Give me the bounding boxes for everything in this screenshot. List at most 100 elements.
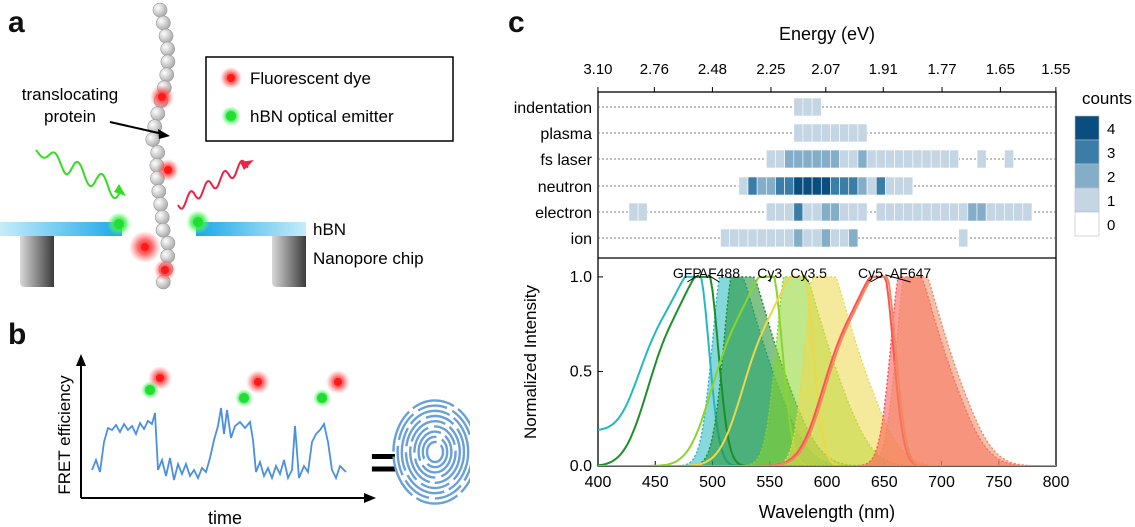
heatmap-cell [830,202,840,222]
heatmap-cell [949,149,959,169]
panel-c-chart: Energy (eV) 3.10 2.76 2.48 2.25 2.07 1.91 1.77 1… [514,24,1132,522]
heatmap-cell [820,202,831,222]
protein-bead [151,184,167,199]
protein-label-line2: protein [44,107,96,126]
heatmap-cell [720,228,730,248]
heatmap-cell [839,123,850,143]
protein-bead [152,2,168,18]
colorbar-swatch [1074,187,1100,213]
heatmap-cell [747,176,758,196]
heatmap-cell [811,176,822,196]
heatmap-cell [802,149,813,169]
wavelength-tick-label: 550 [756,474,783,491]
heatmap-cell [820,176,831,196]
heatmap-cell [811,123,822,143]
heatmap-cell [811,149,822,169]
heatmap-cell [793,228,804,248]
spectra-plot [598,275,1056,466]
heatmap-cell [885,176,895,196]
heatmap-cell [967,202,978,222]
heatmap-cell [894,202,905,222]
colorbar-tick: 3 [1107,145,1115,162]
protein-bead [160,54,176,70]
heatmap-cell [793,97,804,117]
nanopore-chip-right [272,235,306,287]
protein-bead [145,132,161,147]
energy-tick-label: 2.76 [640,61,669,78]
energy-tick-label: 1.77 [927,61,956,78]
heatmap-cell [793,149,804,169]
heatmap-cell [894,149,905,169]
nanopore-chip-left [20,235,54,287]
heatmap-cell [802,176,813,196]
heatmap-cell [839,202,850,222]
heatmap-cell [1004,149,1014,169]
hbn-membrane-right [196,222,306,236]
heatmap-cell [857,202,868,222]
emission-spectrum [598,276,1056,466]
energy-tick-label: 2.07 [811,61,840,78]
heatmap-cell [875,202,886,222]
heatmap-row-label: ion [571,231,592,248]
heatmap-cell [766,149,776,169]
heatmap-cell [930,149,941,169]
protein-label-line1: translocating [22,85,118,104]
heatmap-row-label: fs laser [540,152,592,169]
heatmap-cell [940,202,950,222]
protein-bead [159,67,175,83]
equals-sign: = [370,436,397,488]
heatmap-cell [903,202,914,222]
heatmap-cell [875,149,886,169]
panel-a-schematic: translocating protein hBN Nanopore chip … [0,2,454,290]
wavelength-axis-label: Wavelength (nm) [759,502,895,522]
energy-tick-label: 2.48 [698,61,727,78]
colorbar-title: counts [1082,89,1132,108]
heatmap-cell [756,228,767,248]
heatmap-cell [830,228,840,248]
protein-bead [150,145,166,160]
series-label: GFP [673,265,702,281]
heatmap-cell [976,202,987,222]
heatmap-cell [976,149,987,169]
fret-ylabel: FRET efficiency [55,375,74,495]
heatmap-cell [775,176,785,196]
series-label: AF647 [890,265,931,281]
series-label: Cy3 [757,265,782,281]
chip-label: Nanopore chip [313,249,424,268]
heatmap-cell [903,149,914,169]
heatmap-cell [1013,202,1024,222]
heatmap-cell [802,97,813,117]
heatmap-row-label: neutron [538,179,592,196]
heatmap-cell [784,228,795,248]
absorption-spectrum [598,275,1056,466]
legend-fluorescent-dye: Fluorescent dye [250,69,371,88]
heatmap-cell [921,149,932,169]
colorbar-swatch [1074,211,1100,237]
heatmap-cell [830,176,840,196]
protein-bead [160,235,176,251]
heatmap-cell [811,228,822,248]
heatmap-cell [930,202,941,222]
heatmap-cell [793,123,804,143]
heatmap-cell [1004,202,1014,222]
series-label: Cy5 [858,265,883,281]
heatmap-row-label: plasma [540,126,592,143]
heatmap-cell [848,228,859,248]
heatmap-cell [766,202,776,222]
heatmap-cell [784,202,795,222]
heatmap-cell [912,149,923,169]
heatmap-cell [766,228,776,248]
dye-emitter-pairs [141,366,350,407]
wavelength-tick-label: 400 [585,474,612,491]
absorption-spectrum [598,275,1056,466]
heatmap-row-label: indentation [514,100,592,117]
heatmap-cell [894,176,905,196]
emission-spectrum [598,276,1056,466]
heatmap-cell [775,228,785,248]
heatmap-cell [866,176,877,196]
heatmap-cell [775,202,785,222]
heatmap-cell [903,176,914,196]
hbn-label: hBN [313,220,346,239]
heatmap-cell [793,202,804,222]
colorbar-tick: 4 [1107,121,1115,138]
